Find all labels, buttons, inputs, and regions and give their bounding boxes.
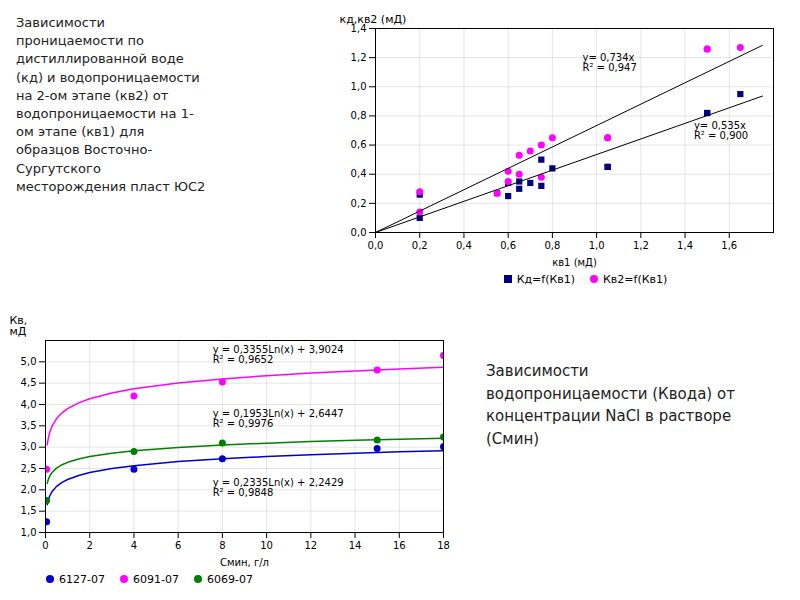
svg-text:y = 0,3355Ln(x) + 3,9024R² = 0: y = 0,3355Ln(x) + 3,9024R² = 0,9652 bbox=[213, 344, 344, 365]
html-text:Кд=f(Кв1): Кд=f(Кв1) bbox=[516, 272, 576, 286]
svg-text:2,0: 2,0 bbox=[21, 484, 37, 495]
html-text:6127-07: 6127-07 bbox=[59, 572, 105, 586]
svg-text:y = 0,1953Ln(x) + 2,6447R² = 0: y = 0,1953Ln(x) + 2,6447R² = 0,9976 bbox=[213, 408, 344, 429]
html-text:Кв2=f(Кв1): Кв2=f(Кв1) bbox=[603, 272, 668, 286]
svg-text:1,0: 1,0 bbox=[21, 527, 37, 538]
html-text:6069-07: 6069-07 bbox=[206, 572, 253, 586]
svg-text:y= 0,535xR² = 0,900: y= 0,535xR² = 0,900 bbox=[694, 120, 748, 141]
svg-text:кв1 (мД): кв1 (мД) bbox=[552, 257, 597, 268]
svg-text:1,2: 1,2 bbox=[351, 52, 367, 63]
svg-text:Смин, г/л: Смин, г/л bbox=[220, 557, 269, 568]
html-text:6091-07: 6091-07 bbox=[133, 572, 179, 586]
svg-text:1,4: 1,4 bbox=[677, 240, 693, 251]
svg-text:кд,кв2 (мД): кд,кв2 (мД) bbox=[340, 13, 407, 26]
svg-text:3,5: 3,5 bbox=[21, 420, 37, 431]
svg-text:0,6: 0,6 bbox=[500, 240, 516, 251]
svg-text:0,0: 0,0 bbox=[351, 227, 367, 238]
svg-text:10: 10 bbox=[260, 540, 273, 551]
svg-text:6: 6 bbox=[175, 540, 181, 551]
svg-text:1,2: 1,2 bbox=[633, 240, 649, 251]
svg-text:0,6: 0,6 bbox=[351, 139, 367, 150]
svg-text:y= 0,734xR² = 0,947: y= 0,734xR² = 0,947 bbox=[582, 52, 636, 73]
svg-text:14: 14 bbox=[349, 540, 362, 551]
svg-text:0,2: 0,2 bbox=[351, 198, 367, 209]
svg-text:1,4: 1,4 bbox=[350, 22, 367, 34]
svg-text:0,8: 0,8 bbox=[544, 240, 560, 251]
svg-text:4,5: 4,5 bbox=[21, 377, 37, 388]
svg-text:0,2: 0,2 bbox=[412, 240, 428, 251]
html-text:Зависимости проницаемости по д: Зависимости проницаемости по дистиллиров… bbox=[16, 15, 206, 194]
svg-text:y = 0,2335Ln(x) + 2,2429R² = 0: y = 0,2335Ln(x) + 2,2429R² = 0,9848 bbox=[213, 477, 344, 498]
svg-text:5,0: 5,0 bbox=[21, 356, 37, 367]
svg-text:0: 0 bbox=[42, 540, 48, 551]
svg-text:4: 4 bbox=[131, 540, 137, 551]
svg-text:8: 8 bbox=[219, 540, 225, 551]
svg-text:Кв,мД: Кв,мД bbox=[10, 314, 28, 338]
svg-text:3,0: 3,0 bbox=[21, 441, 37, 452]
svg-text:1,0: 1,0 bbox=[351, 81, 367, 92]
svg-text:0,8: 0,8 bbox=[351, 110, 367, 121]
svg-text:0,4: 0,4 bbox=[456, 240, 472, 251]
svg-text:2: 2 bbox=[87, 540, 93, 551]
svg-text:1,5: 1,5 bbox=[21, 505, 37, 516]
svg-text:0,0: 0,0 bbox=[368, 240, 384, 251]
svg-text:2,5: 2,5 bbox=[21, 463, 37, 474]
html-text:Зависимости водопроницаемости: Зависимости водопроницаемости (Квода) от… bbox=[486, 362, 735, 448]
svg-text:12: 12 bbox=[304, 540, 317, 551]
svg-text:1,0: 1,0 bbox=[589, 240, 605, 251]
svg-text:0,4: 0,4 bbox=[351, 168, 367, 179]
svg-text:16: 16 bbox=[393, 540, 406, 551]
svg-text:18: 18 bbox=[437, 540, 450, 551]
svg-text:1,6: 1,6 bbox=[721, 240, 737, 251]
svg-text:4,0: 4,0 bbox=[21, 399, 37, 410]
